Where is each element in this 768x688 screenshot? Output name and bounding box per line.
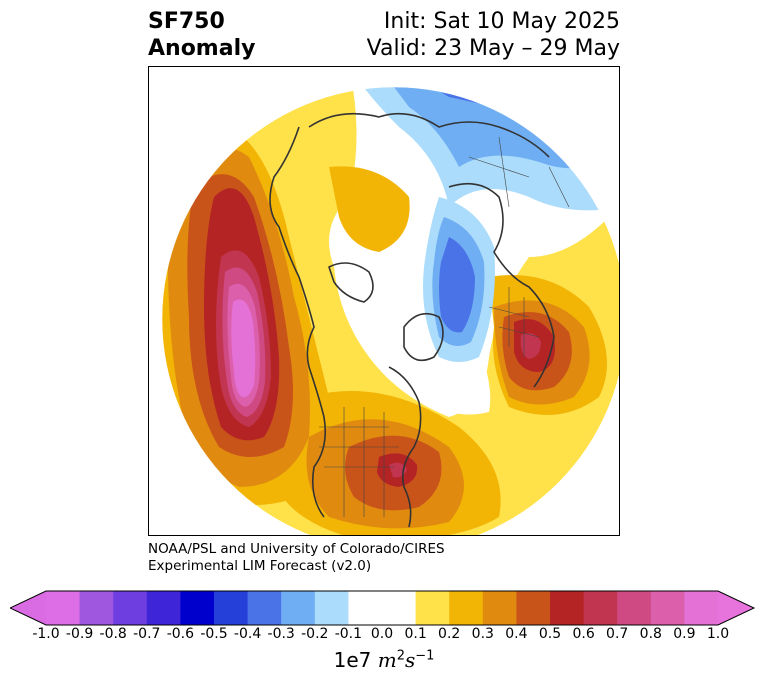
near-zero-north-atlantic xyxy=(449,347,491,415)
colorbar-cell xyxy=(684,591,719,625)
colorbar-tick-label: 0.8 xyxy=(639,626,662,642)
colorbar-tick-label: -1.0 xyxy=(32,626,60,642)
colorbar-cell xyxy=(247,591,282,625)
map-panel xyxy=(148,66,620,536)
colorbar-cell xyxy=(415,591,450,625)
colorbar-tick-label: -0.2 xyxy=(301,626,329,642)
asia-north-coast xyxy=(308,112,550,158)
colorbar-tick-label: -0.4 xyxy=(233,626,262,642)
unit-prefix: 1e7 xyxy=(333,648,372,672)
credit-line-2: Experimental LIM Forecast (v2.0) xyxy=(148,558,372,574)
anomaly-title: Anomaly xyxy=(148,36,256,61)
colorbar-tick-label: -0.1 xyxy=(334,626,363,642)
colorbar-cell xyxy=(482,591,517,625)
colorbar-tick-label: -0.9 xyxy=(65,626,94,642)
colorbar-tick-label: 0.5 xyxy=(538,626,562,642)
projection-outline xyxy=(161,86,619,535)
asia-borders xyxy=(468,136,570,208)
colorbar-tick-label: 0.9 xyxy=(673,626,696,642)
colorbar-cell xyxy=(180,591,215,625)
north-atlantic-low-0.3 xyxy=(439,237,475,333)
colorbar-cell xyxy=(314,591,349,625)
colorbar-cell xyxy=(516,591,551,625)
eurasia-coast xyxy=(448,182,555,388)
credit-line-1: NOAA/PSL and University of Colorado/CIRE… xyxy=(148,541,445,557)
colorbar-extend-min xyxy=(10,591,46,625)
init-date: Init: Sat 10 May 2025 xyxy=(383,9,620,34)
colorbar-tick-label: -0.6 xyxy=(166,626,195,642)
colorbar-extend-max xyxy=(718,591,754,625)
colorbar-outline xyxy=(10,590,756,626)
colorbar-cell xyxy=(449,591,484,625)
colorbar-cell xyxy=(348,591,383,625)
colorbar-cell xyxy=(79,591,114,625)
forecast-dates: Init: Sat 10 May 2025 Valid: 23 May – 29… xyxy=(367,8,620,62)
unit-s: s xyxy=(404,648,416,672)
colorbar-tick-label: 0.0 xyxy=(370,626,394,642)
colorbar-tick-label: 0.1 xyxy=(404,626,427,642)
western-pacific-high-0.9 xyxy=(231,299,256,398)
north-america-east-coast xyxy=(388,366,422,528)
polar-map xyxy=(161,86,619,535)
colorbar-cells xyxy=(46,591,719,625)
colorbar-cell xyxy=(617,591,652,625)
colorbar-cell xyxy=(382,591,417,625)
colorbar-tick-label: -0.3 xyxy=(267,626,295,642)
greenland xyxy=(403,312,444,362)
colorbar-cell xyxy=(214,591,249,625)
unit-m-exp: 2 xyxy=(396,648,405,664)
colorbar-cell xyxy=(550,591,585,625)
colorbar xyxy=(10,590,756,626)
unit-m: m xyxy=(377,648,397,672)
colorbar-tick-labels: -1.0 -0.9 -0.8 -0.7 -0.6 -0.5 -0.4 -0.3 -0.2 -0.1… xyxy=(0,626,768,646)
colorbar-cell xyxy=(583,591,618,625)
colorbar-tick-label: -0.8 xyxy=(99,626,127,642)
coastlines xyxy=(269,112,555,528)
unit-s-exp: −1 xyxy=(415,648,435,664)
political-borders xyxy=(319,136,570,517)
us-states-grid xyxy=(319,407,399,517)
colorbar-cell xyxy=(113,591,148,625)
colorbar-cell xyxy=(146,591,181,625)
variable-title: SF750 xyxy=(148,9,225,34)
colorbar-tick-label: 1.0 xyxy=(706,626,730,642)
colorbar-tick-label: 0.3 xyxy=(471,626,494,642)
colorbar-tick-label: 0.4 xyxy=(505,626,528,642)
map-title: SF750 Anomaly xyxy=(148,8,255,62)
colorbar-tick-label: -0.5 xyxy=(200,626,228,642)
colorbar-tick-label: 0.7 xyxy=(606,626,629,642)
north-america-west-coast xyxy=(269,126,327,518)
east-europe-high-0.6 xyxy=(520,333,541,359)
canadian-arctic xyxy=(328,262,374,303)
colorbar-cell xyxy=(650,591,685,625)
colorbar-tick-label: -0.7 xyxy=(133,626,161,642)
credit-text: NOAA/PSL and University of Colorado/CIRE… xyxy=(148,541,445,575)
colorbar-cell xyxy=(46,591,81,625)
valid-range: Valid: 23 May – 29 May xyxy=(366,36,620,61)
colorbar-tick-label: 0.2 xyxy=(438,626,461,642)
europe-borders xyxy=(488,287,540,357)
arctic-canada-0.2 xyxy=(329,166,410,252)
colorbar-cell xyxy=(281,591,316,625)
colorbar-tick-label: 0.6 xyxy=(572,626,595,642)
colorbar-unit: 1e7 m2s−1 xyxy=(0,648,768,672)
